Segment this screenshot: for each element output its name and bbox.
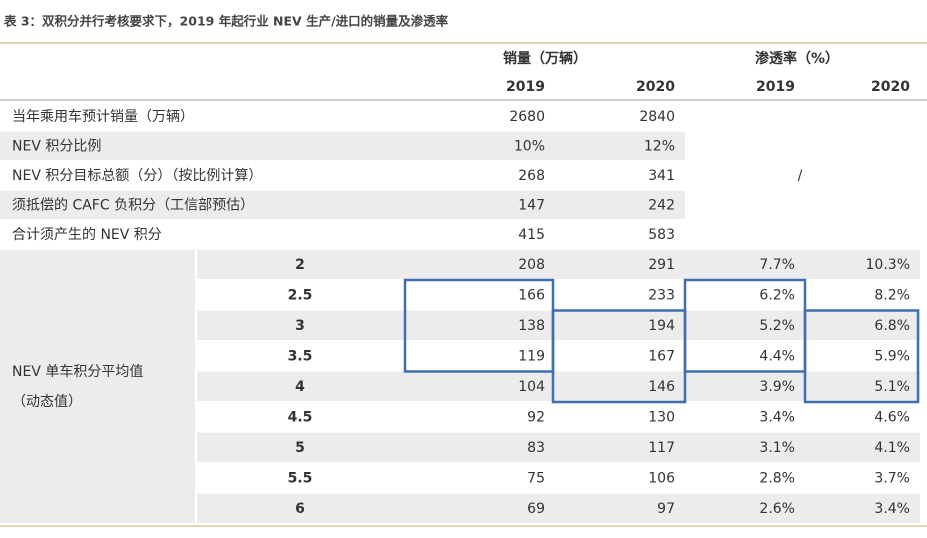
cell: 5.2%	[759, 318, 795, 334]
sub-value: 4	[295, 379, 305, 395]
row-bg	[197, 371, 920, 401]
cell: 242	[648, 197, 675, 213]
cell: 6.8%	[874, 318, 910, 334]
slash: /	[798, 168, 803, 184]
cell: 12%	[644, 138, 675, 154]
cell: 2680	[509, 109, 545, 125]
cell: 97	[657, 501, 675, 517]
cell: 194	[648, 318, 675, 334]
table-title: 表 3：双积分并行考核要求下，2019 年起行业 NEV 生产/进口的销量及渗透…	[3, 14, 449, 29]
header-penetration: 渗透率（%）	[755, 50, 839, 67]
cell: 208	[518, 257, 545, 273]
cell: 4.1%	[874, 440, 910, 456]
row-label: 须抵偿的 CAFC 负积分（工信部预估）	[12, 197, 254, 213]
cell: 268	[518, 168, 545, 184]
cell: 4.6%	[874, 409, 910, 425]
cell: 5.1%	[874, 379, 910, 395]
cell: 104	[518, 379, 545, 395]
cell: 119	[518, 348, 545, 364]
row-label: NEV 积分目标总额（分）（按比例计算）	[12, 168, 262, 184]
cell: 10%	[514, 138, 545, 154]
cell: 5.9%	[874, 348, 910, 364]
cell: 8.2%	[874, 287, 910, 303]
row-bg	[197, 493, 920, 523]
sub-value: 6	[295, 501, 305, 517]
cell: 10.3%	[866, 257, 910, 273]
cell: 415	[518, 227, 545, 243]
row-bg	[197, 249, 920, 279]
cell: 3.1%	[759, 440, 795, 456]
row-bg	[0, 190, 685, 219]
cell: 117	[648, 440, 675, 456]
cell: 3.7%	[874, 470, 910, 486]
cell: 583	[648, 227, 675, 243]
cell: 6.2%	[759, 287, 795, 303]
sub-value: 5	[295, 440, 305, 456]
cell: 3.4%	[759, 409, 795, 425]
sub-value: 3.5	[288, 348, 313, 364]
sub-value: 3	[295, 318, 305, 334]
cell: 4.4%	[759, 348, 795, 364]
row-label: 当年乘用车预计销量（万辆）	[12, 108, 194, 125]
cell: 2.8%	[759, 470, 795, 486]
cell: 341	[648, 168, 675, 184]
header-sales: 销量（万辆）	[503, 50, 587, 67]
cell: 7.7%	[759, 257, 795, 273]
sub-value: 4.5	[288, 409, 313, 425]
sub-value: 2.5	[288, 287, 313, 303]
group-label: （动态值）	[12, 394, 82, 410]
row-bg	[0, 131, 685, 160]
row-label: NEV 积分比例	[12, 138, 101, 154]
cell: 75	[527, 470, 545, 486]
sub-value: 5.5	[288, 470, 313, 486]
cell: 3.9%	[759, 379, 795, 395]
cell: 106	[648, 470, 675, 486]
row-label: 合计须产生的 NEV 积分	[12, 227, 162, 243]
row-bg	[197, 310, 920, 340]
header-year: 2020	[636, 79, 675, 95]
group-label-bg	[0, 249, 195, 523]
cell: 2.6%	[759, 501, 795, 517]
cell: 146	[648, 379, 675, 395]
sub-value: 2	[295, 257, 305, 273]
header-year: 2019	[756, 79, 795, 95]
cell: 92	[527, 409, 545, 425]
cell: 2840	[639, 109, 675, 125]
header-year: 2019	[506, 79, 545, 95]
group-label: NEV 单车积分平均值	[12, 363, 143, 380]
cell: 138	[518, 318, 545, 334]
cell: 3.4%	[874, 501, 910, 517]
header-year: 2020	[871, 79, 910, 95]
cell: 166	[518, 287, 545, 303]
cell: 233	[648, 287, 675, 303]
cell: 83	[527, 440, 545, 456]
cell: 167	[648, 348, 675, 364]
cell: 291	[648, 257, 675, 273]
highlight-box	[803, 309, 920, 404]
cell: 130	[648, 409, 675, 425]
cell: 147	[518, 197, 545, 213]
row-bg	[197, 432, 920, 462]
cell: 69	[527, 501, 545, 517]
